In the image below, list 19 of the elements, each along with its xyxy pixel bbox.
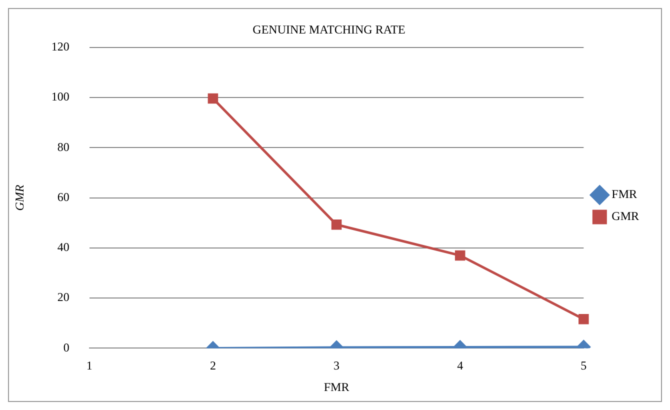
x-tick-label: 4 (457, 358, 464, 373)
chart-title: GENUINE MATCHING RATE (252, 22, 406, 36)
x-tick-label: 2 (210, 358, 216, 373)
legend-label: FMR (612, 187, 638, 202)
x-tick-label: 3 (334, 358, 340, 373)
legend-label: GMR (612, 209, 640, 224)
x-tick-label: 1 (86, 358, 92, 373)
y-tick-label: 120 (51, 40, 70, 54)
y-axis-title: GMR (12, 184, 26, 211)
y-tick-label: 80 (57, 140, 70, 154)
point (331, 219, 342, 230)
y-tick-label: 0 (63, 340, 70, 354)
y-tick-label: 20 (57, 290, 70, 304)
x-tick-label: 5 (580, 358, 587, 373)
y-tick-label: 60 (57, 190, 70, 204)
y-tick-label: 100 (51, 90, 70, 104)
y-tick-label: 40 (57, 240, 70, 254)
point (208, 93, 218, 104)
x-axis-title: FMR (324, 380, 350, 394)
